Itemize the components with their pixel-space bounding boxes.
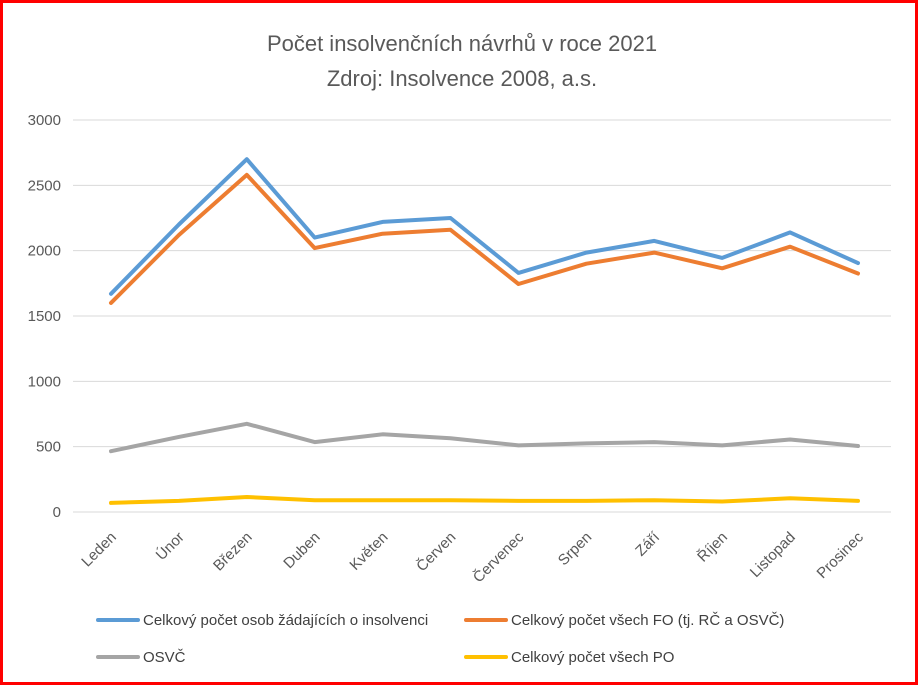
x-tick-label: Duben xyxy=(280,529,323,572)
legend: Celkový počet osob žádajících o insolven… xyxy=(96,612,784,666)
legend-label: Celkový počet všech FO (tj. RČ a OSVČ) xyxy=(511,612,784,629)
x-tick-label: Říjen xyxy=(694,529,731,566)
series-line xyxy=(109,157,860,296)
y-tick-label: 2000 xyxy=(28,243,61,260)
gridlines xyxy=(73,119,891,513)
legend-label: OSVČ xyxy=(143,649,186,666)
x-tick-label: Červen xyxy=(413,529,459,575)
y-tick-label: 500 xyxy=(36,439,61,456)
x-tick-label: Červenec xyxy=(470,528,528,586)
chart-title: Počet insolvenčních návrhů v roce 2021 xyxy=(267,31,657,56)
y-tick-label: 1500 xyxy=(28,308,61,325)
series-line xyxy=(109,421,860,454)
x-axis-ticks: Leden Únor Březen Duben Květen Červen Červenec… xyxy=(78,528,867,586)
chart-subtitle: Zdroj: Insolvence 2008, a.s. xyxy=(327,66,597,91)
y-tick-label: 3000 xyxy=(28,112,61,129)
legend-label: Celkový počet všech PO xyxy=(511,649,674,666)
x-tick-label: Březen xyxy=(210,529,256,575)
x-tick-label: Leden xyxy=(78,529,120,571)
x-tick-label: Listopad xyxy=(747,529,799,581)
series-line xyxy=(109,495,860,505)
series-line xyxy=(109,172,860,305)
series-lines xyxy=(109,157,860,505)
y-tick-label: 0 xyxy=(53,504,61,521)
y-tick-label: 2500 xyxy=(28,177,61,194)
x-tick-label: Prosinec xyxy=(814,528,868,582)
y-tick-label: 1000 xyxy=(28,373,61,390)
y-axis-ticks: 0 500 1000 1500 2000 2500 3000 xyxy=(28,112,61,521)
legend-label: Celkový počet osob žádajících o insolven… xyxy=(143,612,428,629)
x-tick-label: Září xyxy=(632,528,663,559)
line-chart: Počet insolvenčních návrhů v roce 2021 Z… xyxy=(28,31,891,666)
x-tick-label: Květen xyxy=(346,529,391,574)
x-tick-label: Srpen xyxy=(555,529,595,569)
x-tick-label: Únor xyxy=(153,529,188,564)
